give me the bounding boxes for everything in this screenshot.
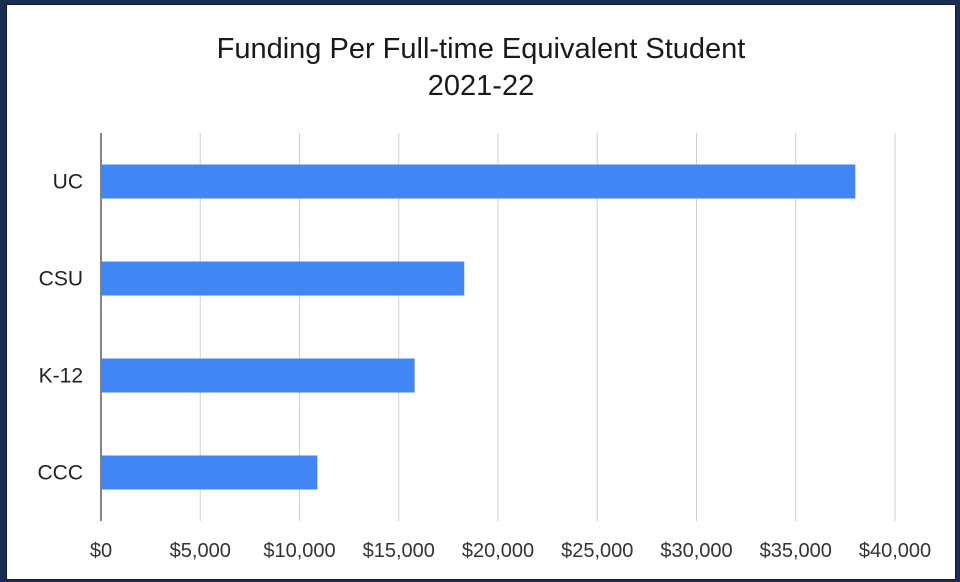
bar-chart: $0 $5,000 $10,000 $15,000 $20,000 $25,000 $30,… (38, 133, 931, 562)
category-label: UC (53, 171, 83, 194)
x-tick-label: $5,000 (170, 540, 231, 562)
x-tick-label: $20,000 (462, 540, 534, 562)
bar (101, 455, 318, 490)
chart-subtitle: 2021-22 (427, 70, 535, 102)
x-tick-label: $10,000 (263, 540, 335, 562)
category-label: CCC (38, 462, 84, 485)
bar (101, 164, 856, 199)
chart-title-block: Funding Per Full-time Equivalent Student… (7, 31, 955, 105)
x-tick-label: $35,000 (760, 540, 832, 562)
bar (101, 261, 465, 296)
category-label: CSU (39, 268, 83, 291)
x-tick-label: $40,000 (859, 540, 931, 562)
x-tick-label: $25,000 (561, 540, 633, 562)
chart-panel: Funding Per Full-time Equivalent Student… (6, 4, 956, 580)
chart-title: Funding Per Full-time Equivalent Student (216, 33, 746, 65)
x-tick-label: $0 (90, 540, 112, 562)
x-tick-label: $30,000 (660, 540, 732, 562)
category-label: K-12 (39, 365, 83, 388)
bar (101, 358, 415, 393)
x-tick-label: $15,000 (363, 540, 435, 562)
